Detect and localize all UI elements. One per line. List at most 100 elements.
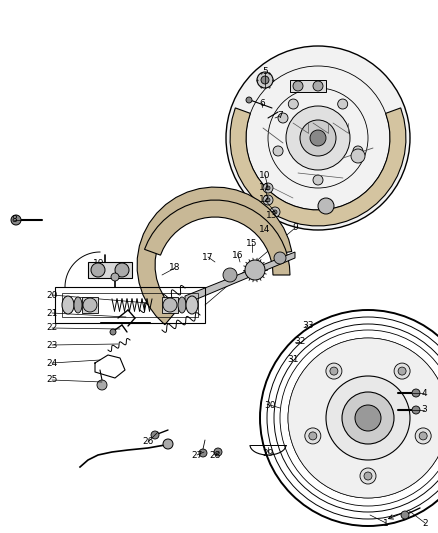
Text: 13: 13 <box>266 211 278 220</box>
Circle shape <box>266 198 270 202</box>
Circle shape <box>278 113 288 123</box>
Circle shape <box>305 428 321 444</box>
Text: 23: 23 <box>46 341 58 350</box>
Bar <box>55 287 205 323</box>
Circle shape <box>245 260 265 280</box>
Text: 15: 15 <box>246 238 258 247</box>
Bar <box>162 297 178 313</box>
Circle shape <box>163 439 173 449</box>
Circle shape <box>261 76 269 84</box>
Circle shape <box>313 175 323 185</box>
Circle shape <box>326 376 410 460</box>
Circle shape <box>309 432 317 440</box>
Circle shape <box>110 329 116 335</box>
Circle shape <box>214 448 222 456</box>
Circle shape <box>246 97 252 103</box>
Circle shape <box>288 99 298 109</box>
Text: 24: 24 <box>46 359 58 367</box>
Circle shape <box>401 511 409 519</box>
Polygon shape <box>230 108 406 226</box>
Text: 11: 11 <box>259 183 271 192</box>
Circle shape <box>326 363 342 379</box>
Circle shape <box>11 215 21 225</box>
Text: 21: 21 <box>46 309 58 318</box>
Bar <box>62 293 198 317</box>
Text: 27: 27 <box>191 450 203 459</box>
Text: 2: 2 <box>422 519 428 528</box>
Text: 25: 25 <box>46 376 58 384</box>
Text: 33: 33 <box>302 320 314 329</box>
Circle shape <box>338 99 348 109</box>
Ellipse shape <box>186 296 198 314</box>
Text: 17: 17 <box>202 253 214 262</box>
Text: 19: 19 <box>93 259 105 268</box>
Text: 29: 29 <box>262 448 274 457</box>
Circle shape <box>351 149 365 163</box>
Circle shape <box>263 195 273 205</box>
Circle shape <box>310 130 326 146</box>
Text: 7: 7 <box>277 111 283 120</box>
Bar <box>88 262 132 278</box>
Circle shape <box>199 449 207 457</box>
Text: 18: 18 <box>169 263 181 272</box>
Circle shape <box>293 81 303 91</box>
Circle shape <box>364 472 372 480</box>
Circle shape <box>412 389 420 397</box>
Circle shape <box>412 406 420 414</box>
Circle shape <box>111 273 119 281</box>
Circle shape <box>274 252 286 264</box>
Circle shape <box>273 146 283 156</box>
Ellipse shape <box>83 298 97 312</box>
Circle shape <box>266 186 270 190</box>
Text: 30: 30 <box>264 400 276 409</box>
Circle shape <box>355 405 381 431</box>
Text: 31: 31 <box>287 356 299 365</box>
Text: 9: 9 <box>292 223 298 232</box>
Ellipse shape <box>178 297 186 313</box>
Circle shape <box>394 363 410 379</box>
Circle shape <box>286 106 350 170</box>
Text: 26: 26 <box>142 438 154 447</box>
Circle shape <box>415 428 431 444</box>
Circle shape <box>97 380 107 390</box>
Polygon shape <box>185 252 295 304</box>
Text: 4: 4 <box>421 389 427 398</box>
Ellipse shape <box>163 298 177 312</box>
Circle shape <box>288 338 438 498</box>
Text: 28: 28 <box>209 450 221 459</box>
Polygon shape <box>145 200 290 275</box>
Circle shape <box>226 46 410 230</box>
Circle shape <box>330 367 338 375</box>
Ellipse shape <box>74 297 82 313</box>
Circle shape <box>300 120 336 156</box>
Text: 14: 14 <box>259 224 271 233</box>
Circle shape <box>318 198 334 214</box>
Text: 1: 1 <box>383 519 389 528</box>
Text: 5: 5 <box>262 68 268 77</box>
Text: 6: 6 <box>259 99 265 108</box>
Text: 10: 10 <box>259 171 271 180</box>
Text: 20: 20 <box>46 290 58 300</box>
Circle shape <box>91 263 105 277</box>
Circle shape <box>270 207 280 217</box>
Circle shape <box>313 81 323 91</box>
Circle shape <box>342 392 394 444</box>
Bar <box>290 80 326 92</box>
Text: 22: 22 <box>46 324 58 333</box>
Polygon shape <box>137 187 292 325</box>
Circle shape <box>151 431 159 439</box>
Ellipse shape <box>62 296 74 314</box>
Circle shape <box>115 263 129 277</box>
Text: 8: 8 <box>11 215 17 224</box>
Text: 12: 12 <box>259 196 271 205</box>
Bar <box>82 297 98 313</box>
Circle shape <box>223 268 237 282</box>
Circle shape <box>360 468 376 484</box>
Circle shape <box>419 432 427 440</box>
Text: 16: 16 <box>232 251 244 260</box>
Circle shape <box>353 146 363 156</box>
Text: 32: 32 <box>294 337 306 346</box>
Circle shape <box>398 367 406 375</box>
Text: 3: 3 <box>421 406 427 415</box>
Circle shape <box>263 183 273 193</box>
